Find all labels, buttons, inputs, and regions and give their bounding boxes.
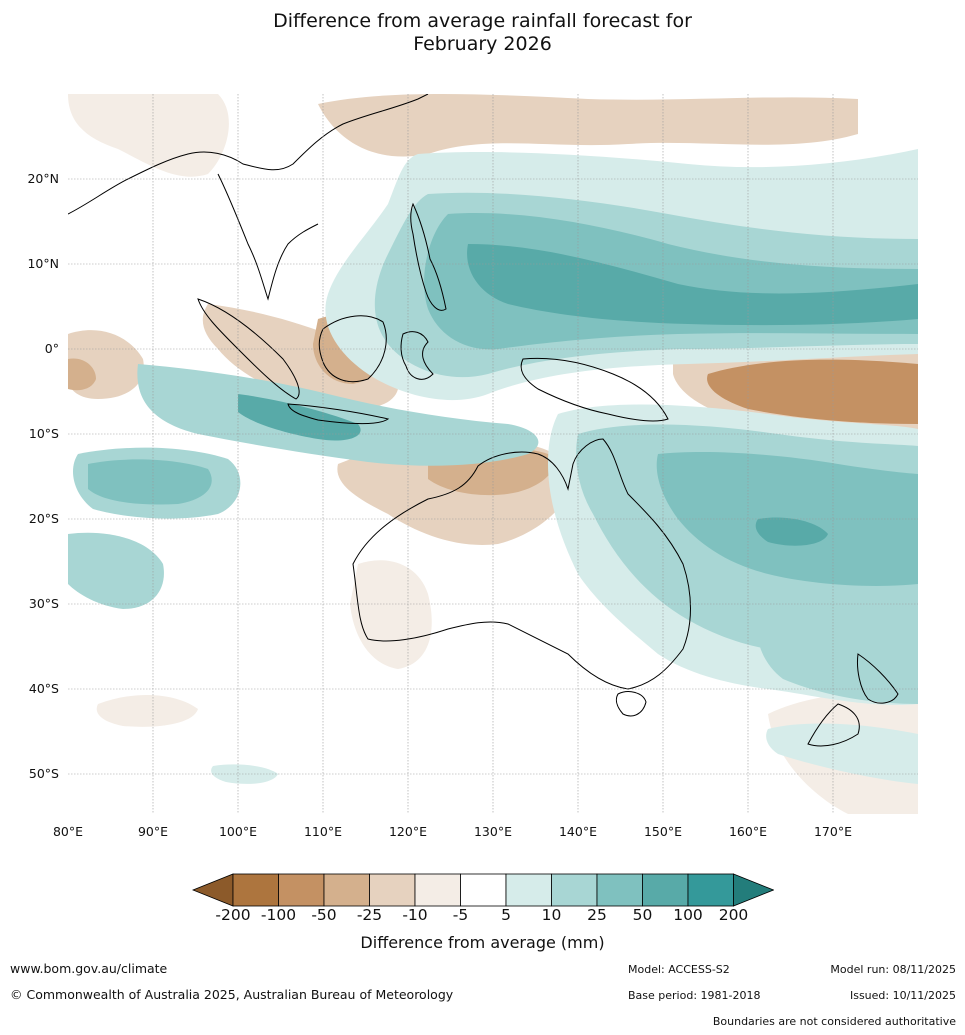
model-run-text: Model run: 08/11/2025 bbox=[830, 963, 956, 976]
wet-anomaly-philippine-sea-peak bbox=[467, 244, 918, 326]
issued-text: Issued: 10/11/2025 bbox=[849, 989, 956, 1002]
colorbar-tick-label: 200 bbox=[718, 906, 749, 924]
lat-label-10s: 10°S bbox=[28, 426, 59, 441]
lat-label-50s: 50°S bbox=[28, 766, 59, 781]
wet-anomaly-indian-ocean-southwest bbox=[68, 532, 164, 609]
wet-anomaly-java-sea bbox=[137, 364, 539, 466]
dry-anomaly-south-indian-ocean bbox=[96, 694, 198, 727]
website-link[interactable]: www.bom.gov.au/climate bbox=[10, 961, 168, 976]
lon-label-160e: 160°E bbox=[728, 824, 767, 839]
lon-label-100e: 100°E bbox=[218, 824, 257, 839]
sulawesi-coastline bbox=[400, 331, 434, 380]
disclaimer-text: Boundaries are not considered authoritat… bbox=[712, 1015, 956, 1028]
lat-label-20n: 20°N bbox=[27, 171, 59, 186]
new-guinea-coastline bbox=[520, 357, 669, 422]
colorbar-swatches bbox=[192, 873, 774, 907]
java-coastline bbox=[287, 403, 390, 425]
title-line-1: Difference from average rainfall forecas… bbox=[273, 10, 692, 32]
colorbar-swatch bbox=[551, 873, 598, 907]
colorbar-extend-high bbox=[733, 873, 774, 907]
colorbar-swatch bbox=[369, 873, 416, 907]
title-line-2: February 2026 bbox=[413, 33, 552, 55]
dry-anomaly-west-indian-ocean-core bbox=[68, 358, 96, 391]
dry-anomaly-western-australia bbox=[350, 560, 432, 669]
lat-label-0: 0° bbox=[44, 341, 59, 356]
sumatra-coastline bbox=[197, 298, 300, 400]
map-title: Difference from average rainfall forecas… bbox=[0, 10, 965, 56]
colorbar-tick-label: -50 bbox=[311, 906, 337, 924]
wet-anomaly-java-sea-core bbox=[238, 394, 361, 441]
tasmania-coastline bbox=[615, 691, 647, 717]
colorbar-swatch bbox=[642, 873, 689, 907]
lat-label-20s: 20°S bbox=[28, 511, 59, 526]
lon-label-150e: 150°E bbox=[643, 824, 682, 839]
lon-label-80e: 80°E bbox=[52, 824, 84, 839]
lon-label-120e: 120°E bbox=[388, 824, 427, 839]
indochina-coastline bbox=[217, 173, 319, 301]
mainland-asia-coastline bbox=[68, 94, 429, 215]
wet-anomaly-tasman-sea bbox=[756, 602, 918, 704]
borneo-coastline bbox=[318, 315, 387, 383]
wet-anomaly-south-indian-ocean-core bbox=[88, 459, 212, 505]
colorbar-swatch bbox=[232, 873, 279, 907]
new-zealand-north-coastline bbox=[857, 653, 899, 704]
colorbar-tick-label: 5 bbox=[501, 906, 511, 924]
dry-anomaly-western-pacific-core bbox=[707, 359, 918, 424]
wet-anomaly-south-of-nz bbox=[766, 723, 918, 784]
new-zealand-south-coastline bbox=[807, 703, 860, 747]
colorbar-tick-label: 100 bbox=[673, 906, 703, 924]
colorbar-tick-label: -25 bbox=[356, 906, 383, 924]
dry-anomaly-east-china bbox=[318, 94, 858, 157]
dry-anomaly-indochina bbox=[68, 94, 229, 177]
philippines-coastline bbox=[410, 202, 447, 311]
map-svg bbox=[68, 94, 918, 814]
colorbar-tick-label: -100 bbox=[260, 906, 297, 924]
base-period-text: Base period: 1981-2018 bbox=[628, 989, 761, 1002]
australia-coastline bbox=[352, 438, 691, 690]
colorbar-tick-label: 25 bbox=[587, 906, 607, 924]
lon-label-90e: 90°E bbox=[137, 824, 169, 839]
colorbar-swatch bbox=[460, 873, 507, 907]
lon-label-110e: 110°E bbox=[303, 824, 342, 839]
lon-label-140e: 140°E bbox=[558, 824, 597, 839]
lon-label-170e: 170°E bbox=[813, 824, 852, 839]
coastlines bbox=[68, 94, 899, 747]
colorbar-swatch bbox=[414, 873, 461, 907]
colorbar-swatch bbox=[687, 873, 734, 907]
colorbar-swatch bbox=[505, 873, 552, 907]
colorbar-tick-label: -5 bbox=[452, 906, 469, 924]
graticule bbox=[68, 94, 918, 814]
colorbar-tick-label: -10 bbox=[402, 906, 428, 924]
colorbar-title: Difference from average (mm) bbox=[360, 933, 605, 952]
model-text: Model: ACCESS-S2 bbox=[628, 963, 730, 976]
lat-label-10n: 10°N bbox=[27, 256, 59, 271]
colorbar-extend-low bbox=[192, 873, 234, 907]
colorbar-tick-label: 10 bbox=[541, 906, 562, 924]
colorbar-swatch bbox=[596, 873, 643, 907]
lon-label-130e: 130°E bbox=[473, 824, 512, 839]
rainfall-anomaly-map bbox=[68, 94, 918, 814]
colorbar-legend bbox=[192, 873, 774, 907]
colorbar-tick-label: -200 bbox=[215, 906, 251, 924]
colorbar-swatch bbox=[323, 873, 370, 907]
copyright-text: © Commonwealth of Australia 2025, Austra… bbox=[10, 987, 454, 1002]
colorbar-swatch bbox=[278, 873, 325, 907]
wet-anomaly-southern-indian-ocean-small bbox=[211, 764, 278, 784]
lat-label-40s: 40°S bbox=[28, 681, 59, 696]
colorbar-tick-label: 50 bbox=[632, 906, 653, 924]
lat-label-30s: 30°S bbox=[28, 596, 59, 611]
wet-anomaly-coral-sea-peak bbox=[755, 517, 828, 546]
